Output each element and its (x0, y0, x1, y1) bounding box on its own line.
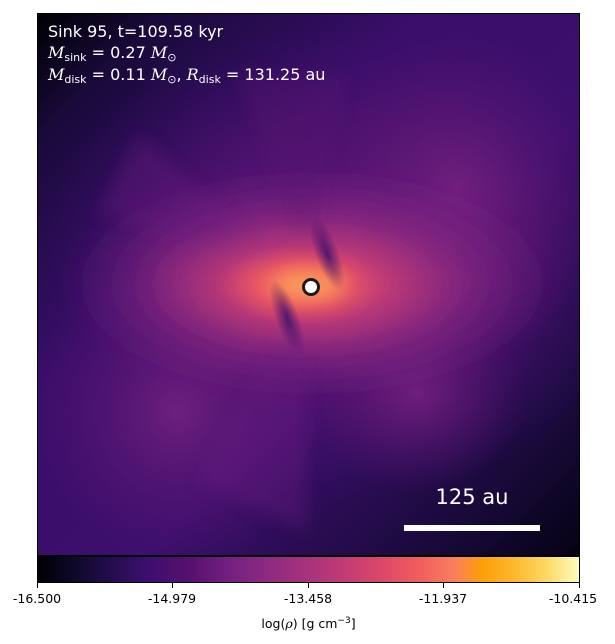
scale-bar (404, 525, 540, 531)
colorbar-label-exponent: −3 (337, 616, 351, 626)
colorbar-tick-label: -16.500 (12, 591, 62, 606)
sink-mass-subscript: sink (64, 51, 87, 64)
colorbar-tick (172, 583, 173, 588)
sink-marker-icon (302, 278, 320, 296)
disk-radius-value: = 131.25 au (225, 65, 326, 84)
colorbar-label-prefix: log( (261, 616, 286, 632)
scale-bar-label: 125 au (435, 485, 509, 509)
disk-properties-label: Mdisk = 0.11 M⊙, Rdisk = 131.25 au (48, 65, 325, 90)
colorbar-axis-label: log(ρ) [g cm−3] (37, 612, 580, 633)
colorbar-tick (308, 583, 309, 588)
colorbar-tick-label: -14.979 (147, 591, 197, 606)
density-map: Sink 95, t=109.58 kyr Msink = 0.27 M⊙ Md… (37, 13, 580, 556)
colorbar-tick-label: -13.458 (283, 591, 333, 606)
disk-separator: , (176, 65, 187, 84)
disk-mass-value: = 0.11 (91, 65, 146, 84)
sink-mass-label: Msink = 0.27 M⊙ (48, 43, 176, 68)
colorbar-tick-label: -11.937 (418, 591, 468, 606)
disk-mass-unit-subscript: ⊙ (167, 73, 177, 86)
sink-mass-unit-subscript: ⊙ (167, 51, 177, 64)
colorbar-label-mid: ) [g cm (292, 616, 338, 632)
colorbar-label-suffix: ] (350, 616, 356, 632)
disk-radius-subscript: disk (198, 73, 221, 86)
disk-mass-unit: M (150, 65, 168, 84)
colorbar (37, 556, 580, 583)
sink-mass-value: = 0.27 (91, 43, 146, 62)
sink-title: Sink 95, t=109.58 kyr (48, 22, 224, 41)
colorbar-tick (443, 583, 444, 588)
colorbar-tick-label: -10.415 (548, 591, 598, 606)
disk-radius-symbol: R (186, 65, 199, 84)
colorbar-tick (37, 583, 38, 588)
colorbar-tick (579, 583, 580, 588)
sink-mass-symbol: M (48, 43, 65, 62)
colorbar-label-rho: ρ (285, 616, 293, 632)
disk-mass-symbol: M (48, 65, 65, 84)
density-image (38, 14, 579, 555)
disk-mass-subscript: disk (64, 73, 87, 86)
sink-mass-unit: M (150, 43, 168, 62)
